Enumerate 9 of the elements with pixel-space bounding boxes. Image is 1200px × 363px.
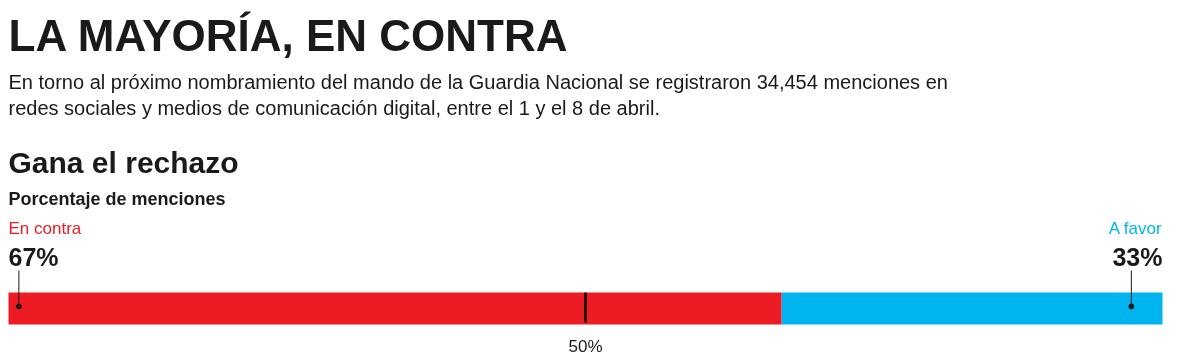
chart-subtitle: En torno al próximo nombramiento del mando de la Guardia Nacional se registraron 34,454 menciones en redes sociales y medios de comunicación digital, entre el 1 y el 8 de abril. — [8, 70, 948, 119]
text: En contra — [8, 218, 82, 238]
ref-line-label: 50% — [568, 336, 603, 356]
data-label: 33% — [1112, 242, 1163, 271]
text: A favor — [1108, 218, 1162, 238]
text: Gana el rechazo — [8, 145, 239, 179]
chart-title: LA MAYORÍA, EN CONTRA — [8, 10, 568, 60]
data-label: 67% — [8, 242, 59, 271]
text: Porcentaje de menciones — [8, 188, 226, 209]
